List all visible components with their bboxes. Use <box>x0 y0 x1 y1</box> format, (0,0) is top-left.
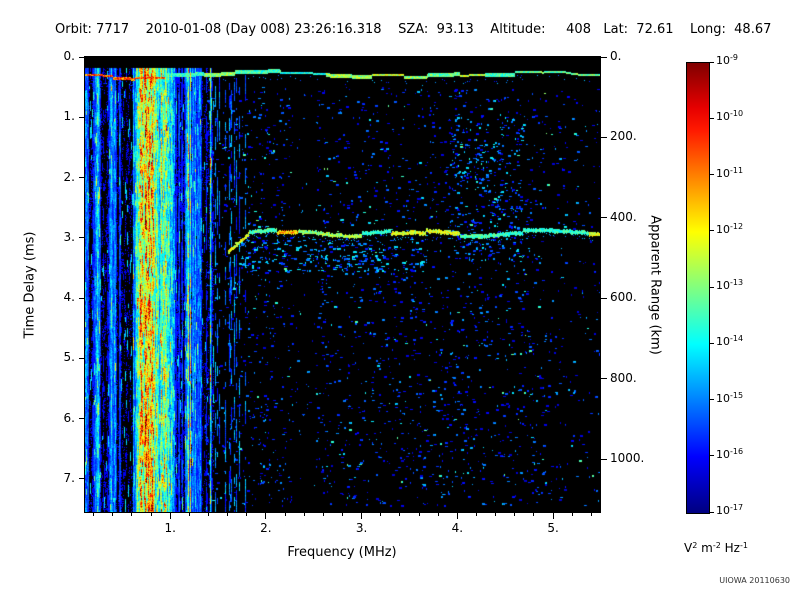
x-axis-minor-tick <box>590 513 592 516</box>
colorbar-tick-label: 10-13 <box>716 278 744 292</box>
y-axis-tick <box>79 177 85 179</box>
x-axis-tick <box>552 513 554 519</box>
y-axis-tick-label: 2. <box>63 169 75 184</box>
colorbar-tick-label: 10-10 <box>716 109 744 124</box>
colorbar-tick <box>710 117 714 119</box>
y2-axis-tick-label: 400. <box>610 209 637 224</box>
x-axis-minor-tick <box>380 513 382 516</box>
y2-axis-tick-label: 0. <box>610 49 622 63</box>
y2-axis-title: Apparent Range (km) <box>647 215 663 355</box>
colorbar-tick <box>710 61 714 63</box>
colorbar-tick <box>710 174 714 175</box>
colorbar <box>686 62 710 514</box>
x-axis-minor-tick <box>476 513 477 516</box>
x-axis-tick <box>456 513 458 519</box>
y-axis-tick-label: 6. <box>63 410 75 425</box>
x-axis-title: Frequency (MHz) <box>287 545 397 560</box>
y2-axis-tick-label: 200. <box>610 129 637 144</box>
y-axis-tick-label: 7. <box>63 470 75 485</box>
colorbar-tick <box>710 286 714 288</box>
colorbar-tick <box>710 342 714 344</box>
colorbar-tick-label: 10-17 <box>716 503 744 517</box>
colorbar-tick-label: 10-9 <box>716 53 738 67</box>
x-axis-minor-tick <box>322 513 324 516</box>
x-axis-tick <box>265 513 267 519</box>
colorbar-unit-part: m <box>697 541 713 555</box>
y-axis-tick-label: 4. <box>63 290 75 305</box>
y-axis-tick <box>79 297 85 299</box>
y2-axis-tick-label: 600. <box>610 290 637 305</box>
colorbar-tick <box>710 455 714 457</box>
x-axis-tick-label: 3. <box>355 521 368 535</box>
x-axis-minor-tick <box>93 513 95 516</box>
colorbar-tick-label: 10-12 <box>716 221 744 236</box>
x-axis-tick <box>169 513 171 519</box>
x-axis-minor-tick <box>246 513 248 516</box>
x-axis-minor-tick <box>188 513 190 516</box>
x-axis-tick-label: 1. <box>164 521 176 535</box>
x-axis-tick <box>361 513 363 519</box>
colorbar-tick <box>710 399 714 400</box>
y2-axis-tick-label: 1000. <box>610 451 645 466</box>
colorbar-tick-label: 10-15 <box>716 390 744 405</box>
x-axis-minor-tick <box>207 513 209 516</box>
x-axis-tick-label: 4. <box>451 521 464 535</box>
y-axis-tick-label: 0. <box>63 49 75 63</box>
x-axis-minor-tick <box>437 513 439 516</box>
colorbar-tick-label: 10-14 <box>716 334 744 349</box>
y2-axis-tick-label: 800. <box>610 370 637 385</box>
x-axis-minor-tick <box>533 513 535 516</box>
x-axis-minor-tick <box>150 513 152 516</box>
y2-axis-tick <box>601 136 607 138</box>
colorbar-tick <box>710 511 714 513</box>
x-axis-minor-tick <box>284 513 286 516</box>
y-axis-title: Time Delay (ms) <box>22 231 38 339</box>
x-axis-minor-tick <box>227 513 229 516</box>
x-axis-tick-label: 5. <box>547 521 559 535</box>
y-axis-tick <box>79 56 85 58</box>
colorbar-tick <box>710 230 714 232</box>
plot-frame <box>84 56 601 513</box>
y-axis-tick <box>79 478 85 480</box>
x-axis-minor-tick <box>399 513 401 516</box>
x-axis-minor-tick <box>418 513 420 516</box>
y2-axis-tick <box>601 297 607 299</box>
x-axis-minor-tick <box>303 513 305 516</box>
y-axis-tick <box>79 116 85 118</box>
x-axis-minor-tick <box>514 513 516 516</box>
colorbar-unit-part: -1 <box>739 541 748 550</box>
y-axis-tick <box>79 357 85 359</box>
colorbar-unit-part: Hz <box>720 541 740 555</box>
x-axis-minor-tick <box>495 513 497 516</box>
y2-axis-tick <box>601 217 607 219</box>
x-axis-minor-tick <box>571 513 573 516</box>
y-axis-tick-label: 3. <box>63 229 75 244</box>
x-axis-minor-tick <box>131 513 133 516</box>
colorbar-unit-part: -2 <box>712 541 721 550</box>
watermark: UIOWA 20110630 <box>719 576 790 585</box>
colorbar-tick-label: 10-11 <box>716 165 744 180</box>
colorbar-tick-label: 10-16 <box>716 446 744 461</box>
y2-axis-tick <box>601 458 607 460</box>
y2-axis-tick <box>601 56 607 58</box>
y-axis-tick <box>79 418 85 420</box>
colorbar-unit-label: V2 m-2 Hz-1 <box>684 541 800 555</box>
x-axis-minor-tick <box>342 513 343 516</box>
colorbar-unit-part: V <box>684 541 693 555</box>
y-axis-tick-label: 1. <box>63 109 75 124</box>
spectrogram-canvas <box>85 57 600 512</box>
y-axis-tick-label: 5. <box>63 350 75 365</box>
y2-axis-tick <box>601 378 607 380</box>
colorbar-unit-part: 2 <box>692 541 698 550</box>
x-axis-tick-label: 2. <box>260 521 272 535</box>
y-axis-tick <box>79 237 85 239</box>
header-info: Orbit: 7717 2010-01-08 (Day 008) 23:26:1… <box>55 22 772 37</box>
x-axis-minor-tick <box>112 513 114 516</box>
